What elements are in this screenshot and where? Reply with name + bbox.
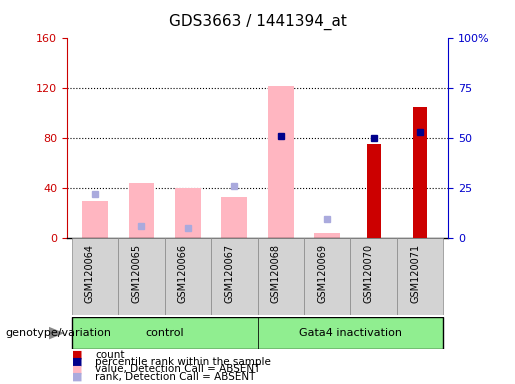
Bar xyxy=(175,188,200,238)
Text: ■: ■ xyxy=(72,372,82,382)
Text: genotype/variation: genotype/variation xyxy=(5,328,111,338)
Text: GSM120070: GSM120070 xyxy=(364,244,374,303)
Bar xyxy=(315,233,340,238)
Bar xyxy=(258,238,304,315)
Bar xyxy=(397,238,443,315)
Bar xyxy=(413,107,427,238)
Bar xyxy=(221,197,247,238)
Polygon shape xyxy=(49,327,64,339)
Text: ■: ■ xyxy=(72,350,82,360)
Bar xyxy=(350,238,397,315)
Text: ■: ■ xyxy=(72,357,82,367)
Text: GSM120071: GSM120071 xyxy=(410,244,420,303)
Bar xyxy=(165,238,211,315)
Text: GSM120067: GSM120067 xyxy=(224,244,234,303)
Bar xyxy=(258,317,443,349)
Bar xyxy=(304,238,350,315)
Text: GSM120068: GSM120068 xyxy=(271,244,281,303)
Text: percentile rank within the sample: percentile rank within the sample xyxy=(95,357,271,367)
Text: GSM120065: GSM120065 xyxy=(131,244,141,303)
Text: count: count xyxy=(95,350,125,360)
Text: ■: ■ xyxy=(72,364,82,374)
Text: GSM120064: GSM120064 xyxy=(85,244,95,303)
Text: GSM120066: GSM120066 xyxy=(178,244,188,303)
Bar xyxy=(268,86,294,238)
Bar xyxy=(367,144,381,238)
Bar xyxy=(211,238,258,315)
Text: rank, Detection Call = ABSENT: rank, Detection Call = ABSENT xyxy=(95,372,255,382)
Text: GDS3663 / 1441394_at: GDS3663 / 1441394_at xyxy=(168,13,347,30)
Bar xyxy=(118,238,165,315)
Text: GSM120069: GSM120069 xyxy=(317,244,327,303)
Text: value, Detection Call = ABSENT: value, Detection Call = ABSENT xyxy=(95,364,261,374)
Bar xyxy=(72,317,258,349)
Text: Gata4 inactivation: Gata4 inactivation xyxy=(299,328,402,338)
Bar xyxy=(72,238,118,315)
Bar xyxy=(129,183,154,238)
Text: control: control xyxy=(145,328,184,338)
Bar xyxy=(82,200,108,238)
